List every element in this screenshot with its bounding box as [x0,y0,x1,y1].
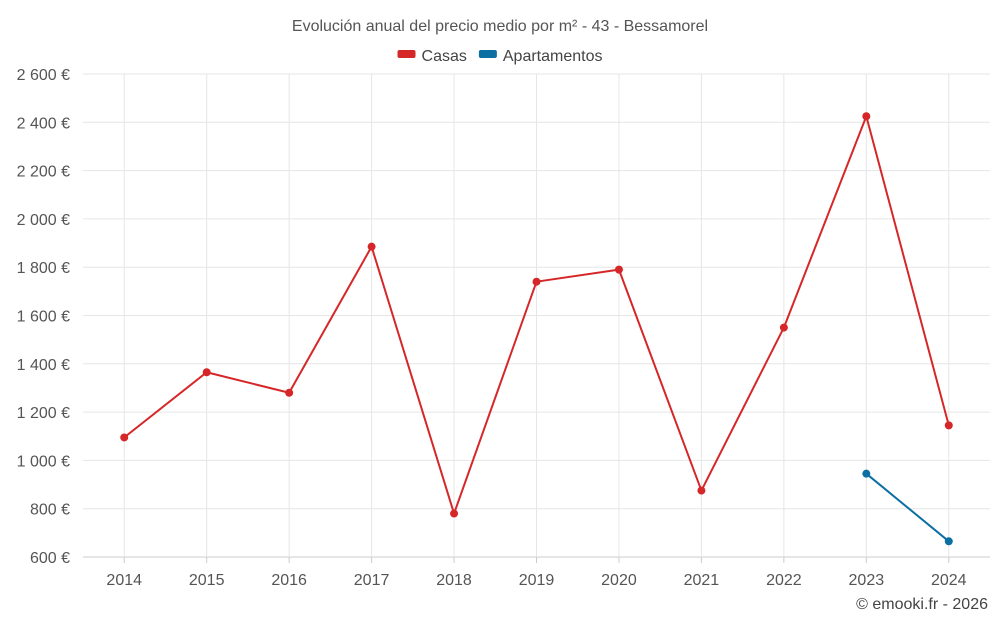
data-point[interactable] [367,242,376,251]
x-tick-label: 2024 [931,572,967,589]
legend-swatch [397,50,416,58]
data-point[interactable] [697,486,706,495]
y-tick-label: 1 600 € [17,309,70,326]
data-point[interactable] [862,469,871,478]
y-tick-label: 800 € [30,502,70,519]
x-tick-label: 2014 [106,572,142,589]
series-casas [120,112,953,518]
grid-layer [83,73,990,558]
x-axis: 2014 2015 2016 2017 2018 2019 2020 2021 2022 2023… [106,557,967,589]
data-point[interactable] [944,537,953,546]
legend-label[interactable]: Apartamentos [503,48,603,65]
data-point[interactable] [862,112,871,121]
data-point[interactable] [450,509,459,518]
credit-label: © emooki.fr - 2026 [856,596,988,613]
y-tick-label: 1 400 € [17,357,70,374]
x-tick-label: 2022 [766,572,802,589]
y-axis: 600 € 800 € 1 000 € 1 200 € 1 400 € 1 600 € 1 … [17,67,70,567]
x-tick-label: 2019 [519,572,555,589]
y-tick-label: 1 800 € [17,260,70,277]
y-tick-label: 2 600 € [17,67,70,84]
legend-swatch [478,50,497,58]
data-point[interactable] [285,388,294,397]
series-line [865,472,950,543]
chart-title: Evolución anual del precio medio por m² … [292,18,708,35]
y-tick-label: 2 400 € [17,115,70,132]
data-point[interactable] [614,265,623,274]
x-tick-label: 2015 [189,572,225,589]
y-tick-label: 1 000 € [17,453,70,470]
data-point[interactable] [202,368,211,377]
x-tick-label: 2017 [354,572,390,589]
x-tick-label: 2016 [271,572,307,589]
y-tick-label: 2 000 € [17,212,70,229]
y-tick-label: 2 200 € [17,164,70,181]
x-tick-label: 2021 [684,572,720,589]
y-tick-label: 1 200 € [17,405,70,422]
legend: Casas Apartamentos [397,48,603,65]
x-tick-label: 2023 [849,572,885,589]
legend-label[interactable]: Casas [422,48,467,65]
data-point[interactable] [944,421,953,430]
data-point[interactable] [779,323,788,332]
series-apartamentos [862,469,953,546]
x-tick-label: 2018 [436,572,472,589]
y-tick-label: 600 € [30,550,70,567]
data-point[interactable] [532,277,541,286]
data-point[interactable] [120,433,129,442]
series-layer [120,112,953,546]
x-tick-label: 2020 [601,572,637,589]
